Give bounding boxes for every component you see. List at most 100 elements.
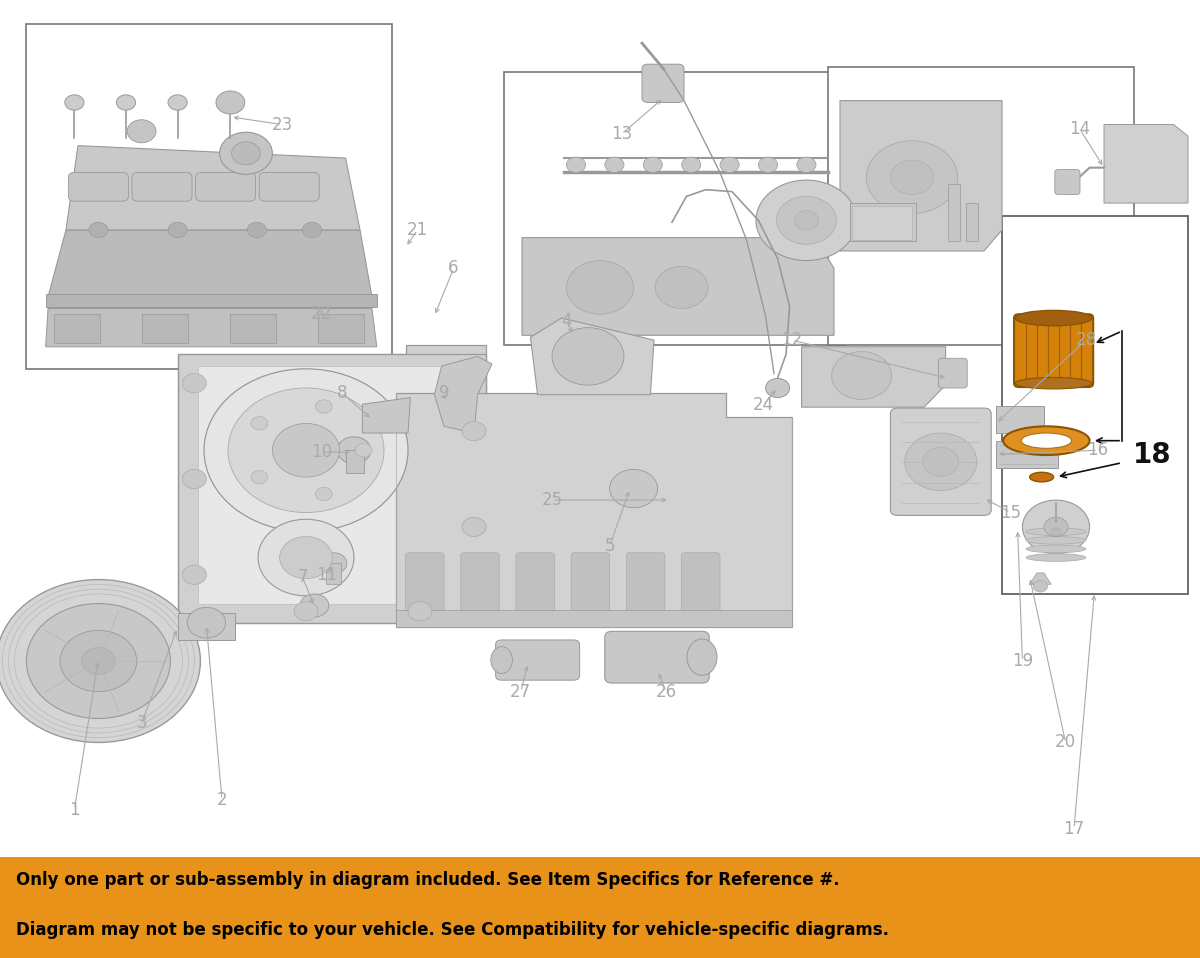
Bar: [346, 450, 364, 473]
Ellipse shape: [1030, 472, 1054, 482]
Circle shape: [776, 196, 836, 244]
Circle shape: [26, 604, 170, 718]
Text: 24: 24: [752, 397, 774, 414]
Circle shape: [251, 417, 268, 430]
Bar: [850, 203, 916, 241]
Text: 16: 16: [1087, 442, 1109, 459]
Circle shape: [337, 437, 371, 464]
Circle shape: [168, 222, 187, 238]
Polygon shape: [530, 318, 654, 395]
FancyBboxPatch shape: [938, 358, 967, 388]
Polygon shape: [48, 230, 372, 297]
Circle shape: [408, 602, 432, 621]
Ellipse shape: [491, 647, 512, 673]
Circle shape: [566, 157, 586, 172]
Bar: [142, 314, 187, 343]
Text: 25: 25: [541, 491, 563, 509]
Text: 1: 1: [70, 801, 79, 818]
Text: 15: 15: [1000, 504, 1021, 521]
Text: 19: 19: [1012, 652, 1033, 670]
Bar: [828, 67, 1134, 345]
Polygon shape: [522, 238, 834, 335]
Circle shape: [272, 423, 340, 477]
Bar: [230, 314, 276, 343]
Polygon shape: [46, 294, 377, 307]
Circle shape: [1044, 517, 1068, 536]
Bar: [396, 610, 792, 627]
Circle shape: [320, 553, 347, 574]
Circle shape: [127, 120, 156, 143]
Text: 11: 11: [316, 566, 337, 583]
Text: 2: 2: [217, 791, 227, 809]
Bar: [178, 613, 235, 640]
Text: 26: 26: [655, 683, 677, 700]
Circle shape: [89, 222, 108, 238]
Ellipse shape: [1021, 433, 1072, 448]
Text: 20: 20: [1055, 734, 1076, 751]
Circle shape: [116, 95, 136, 110]
Bar: [326, 563, 341, 584]
FancyBboxPatch shape: [626, 553, 665, 616]
Circle shape: [187, 607, 226, 638]
Polygon shape: [840, 101, 1002, 251]
FancyBboxPatch shape: [571, 553, 610, 616]
Circle shape: [682, 157, 701, 172]
FancyBboxPatch shape: [682, 553, 720, 616]
Circle shape: [221, 95, 240, 110]
Text: 14: 14: [1069, 121, 1091, 138]
FancyBboxPatch shape: [605, 631, 709, 683]
Text: 13: 13: [611, 125, 632, 143]
Text: 4: 4: [562, 312, 571, 330]
Circle shape: [462, 517, 486, 536]
Ellipse shape: [1003, 426, 1090, 455]
Polygon shape: [396, 393, 792, 627]
Text: 3: 3: [137, 715, 146, 732]
Circle shape: [82, 648, 115, 674]
Circle shape: [247, 222, 266, 238]
Text: 5: 5: [605, 537, 614, 555]
Text: 27: 27: [510, 683, 532, 700]
Circle shape: [794, 211, 818, 230]
Text: 23: 23: [271, 116, 293, 133]
Circle shape: [355, 444, 372, 457]
Circle shape: [797, 157, 816, 172]
Bar: [996, 406, 1044, 433]
Text: 17: 17: [1063, 820, 1085, 837]
Polygon shape: [66, 146, 360, 230]
FancyBboxPatch shape: [1014, 314, 1093, 387]
Circle shape: [65, 95, 84, 110]
Circle shape: [280, 536, 332, 579]
Circle shape: [1051, 528, 1061, 536]
FancyBboxPatch shape: [68, 172, 128, 201]
Polygon shape: [1030, 573, 1051, 584]
Text: 8: 8: [337, 384, 347, 401]
Circle shape: [566, 261, 634, 314]
Circle shape: [605, 157, 624, 172]
Circle shape: [610, 469, 658, 508]
Circle shape: [655, 266, 708, 308]
Circle shape: [552, 328, 624, 385]
FancyBboxPatch shape: [516, 553, 554, 616]
FancyBboxPatch shape: [642, 64, 684, 103]
Bar: [0, 857, 1200, 958]
FancyBboxPatch shape: [1055, 170, 1080, 194]
Circle shape: [60, 630, 137, 692]
Bar: [26, 24, 392, 369]
Circle shape: [182, 374, 206, 393]
Ellipse shape: [1026, 554, 1086, 561]
FancyBboxPatch shape: [406, 553, 444, 616]
Text: 21: 21: [407, 221, 428, 239]
Circle shape: [300, 594, 329, 617]
Ellipse shape: [686, 639, 718, 675]
Text: 9: 9: [439, 384, 449, 401]
Circle shape: [168, 95, 187, 110]
Ellipse shape: [1015, 310, 1092, 326]
FancyBboxPatch shape: [259, 172, 319, 201]
Circle shape: [866, 141, 958, 214]
Text: 18: 18: [1133, 441, 1171, 469]
Circle shape: [220, 132, 272, 174]
Ellipse shape: [1026, 545, 1086, 553]
Circle shape: [316, 488, 332, 501]
Text: Only one part or sub-assembly in diagram included. See Item Specifics for Refere: Only one part or sub-assembly in diagram…: [16, 871, 839, 888]
Ellipse shape: [1015, 377, 1092, 389]
